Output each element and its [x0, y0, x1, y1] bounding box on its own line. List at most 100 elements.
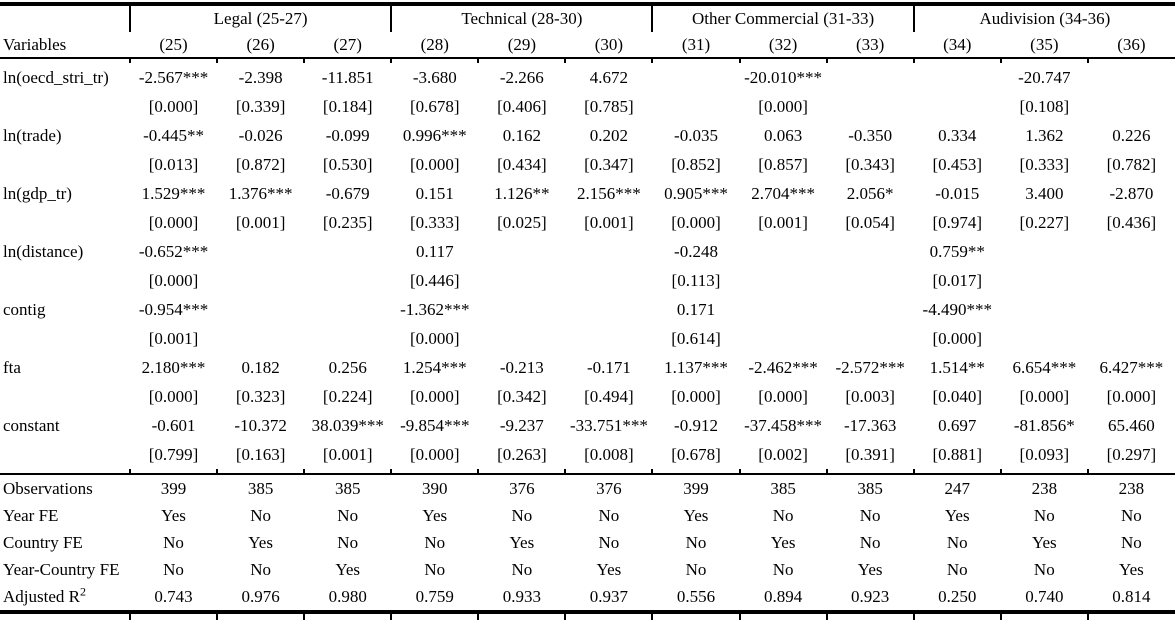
stat-label: Year FE [0, 502, 130, 529]
rule-spacer [0, 610, 130, 620]
stat-value-cell: No [772, 559, 794, 579]
pvalue-cell: [0.881] [932, 444, 983, 464]
coefficient-cell: -0.213 [499, 357, 544, 377]
coefficient-cell: -17.363 [843, 415, 897, 435]
coefficient-cell: 1.529*** [141, 183, 206, 203]
column-boundary-tick [128, 58, 218, 63]
coefficient-cell [565, 237, 652, 266]
stat-value-cell: No [772, 505, 794, 525]
pvalue-row-spacer [0, 382, 130, 411]
coefficient-cell: 0.226 [1112, 125, 1151, 145]
stat-label: Year-Country FE [0, 556, 130, 583]
pvalue-cell: [0.446] [409, 270, 460, 290]
column-header: (28) [391, 32, 479, 59]
column-boundary-tick [825, 610, 914, 620]
coefficient-cell: -20.010*** [744, 67, 823, 87]
coefficient-cell: 2.180*** [141, 357, 206, 377]
stat-value-cell: No [685, 532, 707, 552]
pvalue-cell: [0.025] [497, 212, 547, 232]
column-boundary-tick [912, 58, 1001, 63]
coefficient-cell [827, 63, 914, 92]
pvalue-cell [827, 266, 914, 295]
column-boundary-tick [477, 610, 566, 620]
pvalue-cell: [0.000] [409, 328, 460, 348]
coefficient-cell: -9.237 [499, 415, 544, 435]
pvalue-cell: [0.001] [322, 444, 373, 464]
coefficient-cell: -2.572*** [835, 357, 905, 377]
pvalue-cell: [0.434] [497, 154, 547, 174]
coefficient-cell: 2.056* [846, 183, 894, 203]
coefficient-cell [827, 237, 914, 266]
pvalue-cell: [0.108] [1019, 96, 1070, 116]
pvalue-row-spacer [0, 440, 130, 469]
pvalue-cell [304, 266, 391, 295]
stat-value-cell: 399 [130, 473, 218, 502]
coefficient-cell: 65.460 [1108, 415, 1155, 435]
coefficient-cell: -0.099 [325, 125, 370, 145]
column-boundary-tick [912, 469, 1001, 474]
stat-value-cell: No [1033, 559, 1055, 579]
column-group-header: Other Commercial (31-33) [651, 4, 914, 32]
stat-value-cell: No [1121, 532, 1142, 552]
pvalue-cell: [0.000] [758, 386, 808, 406]
pvalue-cell [478, 324, 565, 353]
coefficient-cell [478, 237, 565, 266]
coefficient-cell: 1.137*** [664, 357, 728, 377]
coefficient-cell [827, 295, 914, 324]
coefficient-cell: 38.039*** [311, 415, 384, 435]
pvalue-cell: [0.008] [584, 444, 634, 464]
pvalue-cell [652, 92, 739, 121]
coefficient-cell [740, 237, 827, 266]
coefficient-cell: 2.704*** [751, 183, 815, 203]
stat-label-text: Year-Country FE [3, 559, 120, 579]
column-header: (35) [1000, 32, 1088, 59]
stat-value-cell: No [859, 532, 881, 552]
variable-label: ln(gdp_tr) [3, 183, 72, 203]
coefficient-cell [304, 237, 391, 266]
column-header: (32) [739, 32, 827, 59]
pvalue-cell: [0.339] [235, 96, 286, 116]
stat-value-cell: No [337, 532, 359, 552]
coefficient-cell: -1.362*** [400, 299, 470, 319]
pvalue-cell: [0.342] [497, 386, 547, 406]
pvalue-cell: [0.436] [1106, 212, 1157, 232]
coefficient-cell: -10.372 [234, 415, 287, 435]
coefficient-cell: 6.427*** [1099, 357, 1164, 377]
column-boundary-tick [651, 469, 740, 474]
pvalue-row-spacer [0, 92, 130, 121]
stat-value-cell: No [250, 505, 271, 525]
pvalue-cell: [0.333] [409, 212, 460, 232]
coefficient-cell [1088, 237, 1175, 266]
coefficient-cell: -0.601 [151, 415, 196, 435]
stat-value-cell: No [424, 559, 446, 579]
coefficient-cell [1001, 295, 1088, 324]
column-boundary-tick [1086, 58, 1175, 63]
coefficient-cell: -0.015 [935, 183, 980, 203]
column-boundary-tick [477, 469, 566, 474]
column-boundary-tick [564, 58, 653, 63]
stat-value-cell: 0.759 [415, 586, 454, 606]
coefficient-cell [1088, 63, 1175, 92]
column-group-header: Audivision (34-36) [912, 4, 1175, 32]
coefficient-cell: 2.156*** [577, 183, 641, 203]
pvalue-cell: [0.040] [932, 386, 983, 406]
column-boundary-tick [738, 469, 827, 474]
column-boundary-tick [825, 469, 914, 474]
coefficient-cell: 0.151 [415, 183, 454, 203]
coefficient-cell: -81.856* [1013, 415, 1075, 435]
stat-value-cell: No [511, 505, 533, 525]
coefficient-cell: -2.567*** [138, 67, 209, 87]
coefficient-cell [740, 295, 827, 324]
coefficient-cell: -11.851 [321, 67, 374, 87]
stat-label: Country FE [0, 529, 130, 556]
stat-label-text: Observations [3, 478, 93, 498]
coefficient-cell: -20.747 [1018, 67, 1071, 87]
coefficient-cell: -2.398 [238, 67, 283, 87]
stat-value-cell: 385 [304, 473, 392, 502]
pvalue-cell: [0.333] [1019, 154, 1070, 174]
stat-value-cell: No [598, 505, 620, 525]
variable-label: ln(oecd_stri_tr) [3, 67, 109, 87]
coefficient-cell: -0.445** [143, 125, 204, 145]
column-group-header: Technical (28-30) [390, 4, 653, 32]
coefficient-cell: 4.672 [589, 67, 629, 87]
